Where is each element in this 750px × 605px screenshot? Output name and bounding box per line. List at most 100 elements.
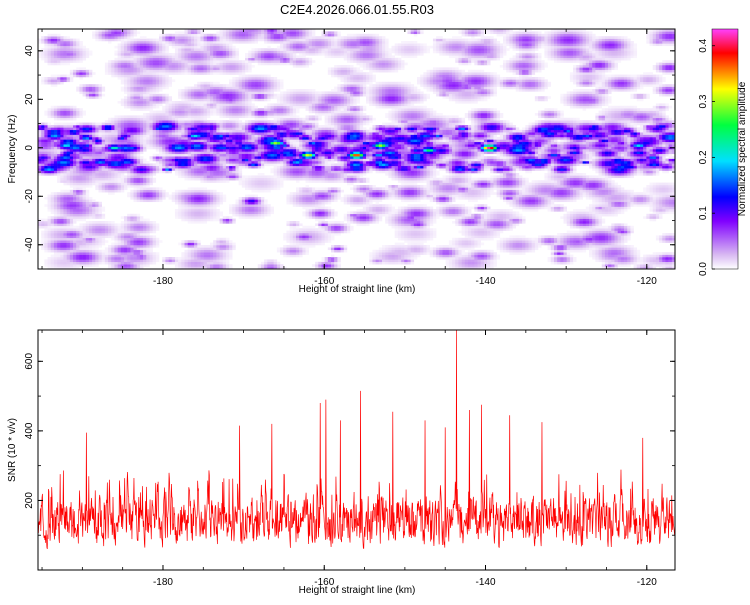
heatmap-cell — [302, 249, 306, 253]
heatmap-cell — [359, 216, 364, 219]
heatmap-cell — [528, 242, 532, 246]
heatmap-cell — [162, 259, 166, 263]
heatmap-cell — [410, 261, 415, 265]
heatmap-cell — [264, 199, 268, 203]
heatmap-cell — [461, 257, 466, 260]
heatmap-cell — [573, 189, 577, 193]
heatmap-cell — [241, 180, 246, 183]
heatmap-cell — [57, 201, 61, 205]
heatmap-cell — [633, 266, 638, 269]
heatmap-cell — [229, 247, 233, 251]
heatmap-cell — [550, 201, 555, 205]
heatmap-cell — [560, 197, 564, 200]
heatmap-cell — [493, 254, 497, 258]
heatmap-cell — [509, 237, 513, 241]
heatmap-cell — [375, 257, 380, 260]
heatmap-cell — [404, 199, 408, 203]
heatmap-cell — [668, 187, 673, 191]
heatmap-cell — [624, 261, 628, 265]
heatmap-cell — [139, 177, 144, 181]
heatmap-cell — [410, 221, 415, 224]
heatmap-cell — [541, 194, 545, 198]
heatmap-cell — [127, 228, 131, 231]
heatmap-cell — [82, 201, 87, 205]
heatmap-cell — [499, 182, 504, 186]
heatmap-cell — [136, 261, 141, 265]
heatmap-cell — [464, 218, 469, 222]
heatmap-cell — [467, 206, 472, 210]
heatmap-cell — [143, 235, 147, 239]
heatmap-cell — [302, 197, 306, 200]
heatmap-cell — [88, 223, 93, 227]
heatmap-cell — [388, 187, 392, 191]
heatmap-cell — [592, 225, 596, 229]
heatmap-cell — [136, 247, 141, 251]
heatmap-cell — [375, 201, 380, 205]
heatmap-cell — [311, 211, 316, 215]
heatmap-cell — [617, 233, 622, 236]
heatmap-cell — [289, 201, 294, 205]
heatmap-cell — [515, 206, 520, 210]
heatmap-cell — [108, 225, 112, 229]
heatmap-cell — [302, 201, 306, 205]
heatmap-cell — [534, 185, 539, 188]
heatmap-cell — [178, 175, 182, 179]
heatmap-cell — [209, 242, 214, 246]
heatmap-cell — [101, 185, 106, 188]
heatmap-cell — [60, 228, 64, 231]
heatmap-cell — [668, 254, 673, 258]
heatmap-cell — [117, 247, 122, 251]
heatmap-cell — [496, 209, 501, 212]
heatmap-cell — [563, 192, 567, 195]
heatmap-cell — [216, 199, 220, 203]
heatmap-cell — [238, 206, 243, 210]
heatmap-cell — [114, 264, 118, 267]
heatmap-cell — [139, 249, 144, 253]
heatmap-cell — [101, 237, 106, 241]
heatmap-cell — [499, 230, 504, 234]
heatmap-cell — [334, 249, 338, 253]
heatmap-cell — [582, 185, 587, 188]
heatmap-cell — [662, 233, 666, 236]
heatmap-cell — [490, 187, 494, 191]
heatmap-cell — [257, 197, 262, 200]
heatmap-cell — [569, 225, 574, 229]
heatmap-cell — [139, 180, 144, 183]
heatmap-cell — [127, 233, 131, 236]
heatmap-cell — [194, 240, 198, 243]
heatmap-cell — [190, 199, 195, 203]
heatmap-cell — [295, 254, 300, 258]
heatmap-cell — [474, 189, 478, 193]
heatmap-cell — [130, 182, 134, 186]
heatmap-cell — [464, 230, 469, 234]
heatmap-cell — [573, 209, 577, 212]
heatmap-cell — [410, 209, 415, 212]
heatmap-cell — [85, 182, 90, 186]
heatmap-cell — [73, 247, 77, 251]
heatmap-cell — [359, 175, 364, 179]
heatmap-cell — [213, 218, 217, 222]
heatmap-cell — [95, 240, 99, 243]
heatmap-cell — [499, 249, 504, 253]
heatmap-cell — [464, 242, 469, 246]
heatmap-cell — [614, 237, 618, 241]
heatmap-cell — [95, 237, 99, 241]
heatmap-cell — [582, 216, 587, 219]
heatmap-cell — [592, 187, 596, 191]
heatmap-cell — [353, 199, 357, 203]
heatmap-cell — [442, 180, 446, 183]
heatmap-cell — [181, 192, 185, 195]
heatmap-cell — [410, 185, 415, 188]
heatmap-cell — [197, 254, 201, 258]
heatmap-cell — [598, 221, 602, 224]
heatmap-cell — [569, 223, 574, 227]
heatmap-cell — [372, 204, 376, 207]
heatmap-cell — [573, 218, 577, 222]
heatmap-cell — [194, 211, 198, 215]
heatmap-cell — [295, 177, 300, 181]
heatmap-cell — [493, 252, 497, 255]
heatmap-cell — [474, 206, 478, 210]
heatmap-cell — [483, 249, 488, 253]
heatmap-cell — [181, 216, 185, 219]
heatmap-cell — [426, 228, 431, 231]
